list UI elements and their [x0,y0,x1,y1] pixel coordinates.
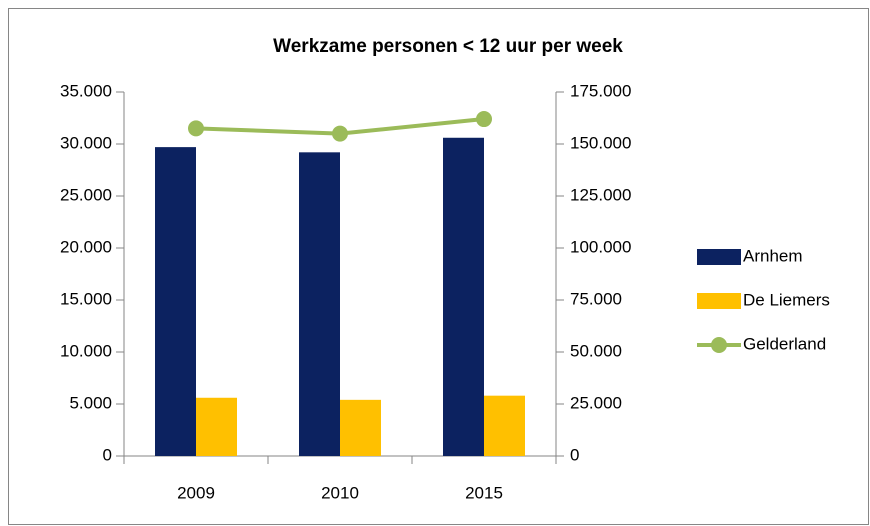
y-tick-label: 25.000 [60,185,112,204]
legend-label: Arnhem [743,246,803,265]
y2-tick-label: 150.000 [570,133,631,152]
y-tick-label: 30.000 [60,133,112,152]
bar [484,395,525,456]
y-tick-label: 15.000 [60,289,112,308]
y2-tick-label: 50.000 [570,341,622,360]
line-point [476,111,492,128]
y-tick-label: 10.000 [60,341,112,360]
bar [340,399,381,456]
y2-tick-label: 175.000 [570,81,631,100]
bar [155,147,196,456]
x-tick-label: 2015 [465,483,503,502]
y-tick-label: 20.000 [60,237,112,256]
legend-marker [711,337,727,353]
line-point [332,125,348,142]
legend-swatch [697,249,741,265]
y2-tick-label: 100.000 [570,237,631,256]
y2-tick-label: 125.000 [570,185,631,204]
chart-border [8,8,869,525]
x-tick-label: 2010 [321,483,359,502]
legend-swatch [697,293,741,309]
line-point [188,120,204,137]
y-tick-label: 0 [103,445,112,464]
bar [299,152,340,456]
y-tick-label: 5.000 [69,393,112,412]
y-tick-label: 35.000 [60,81,112,100]
chart-title: Werkzame personen < 12 uur per week [273,36,623,57]
legend-label: De Liemers [743,290,830,309]
x-tick-label: 2009 [177,483,215,502]
legend-label: Gelderland [743,334,826,353]
bar [196,397,237,456]
y2-tick-label: 25.000 [570,393,622,412]
y2-tick-label: 75.000 [570,289,622,308]
bar [443,137,484,456]
y2-tick-label: 0 [570,445,579,464]
